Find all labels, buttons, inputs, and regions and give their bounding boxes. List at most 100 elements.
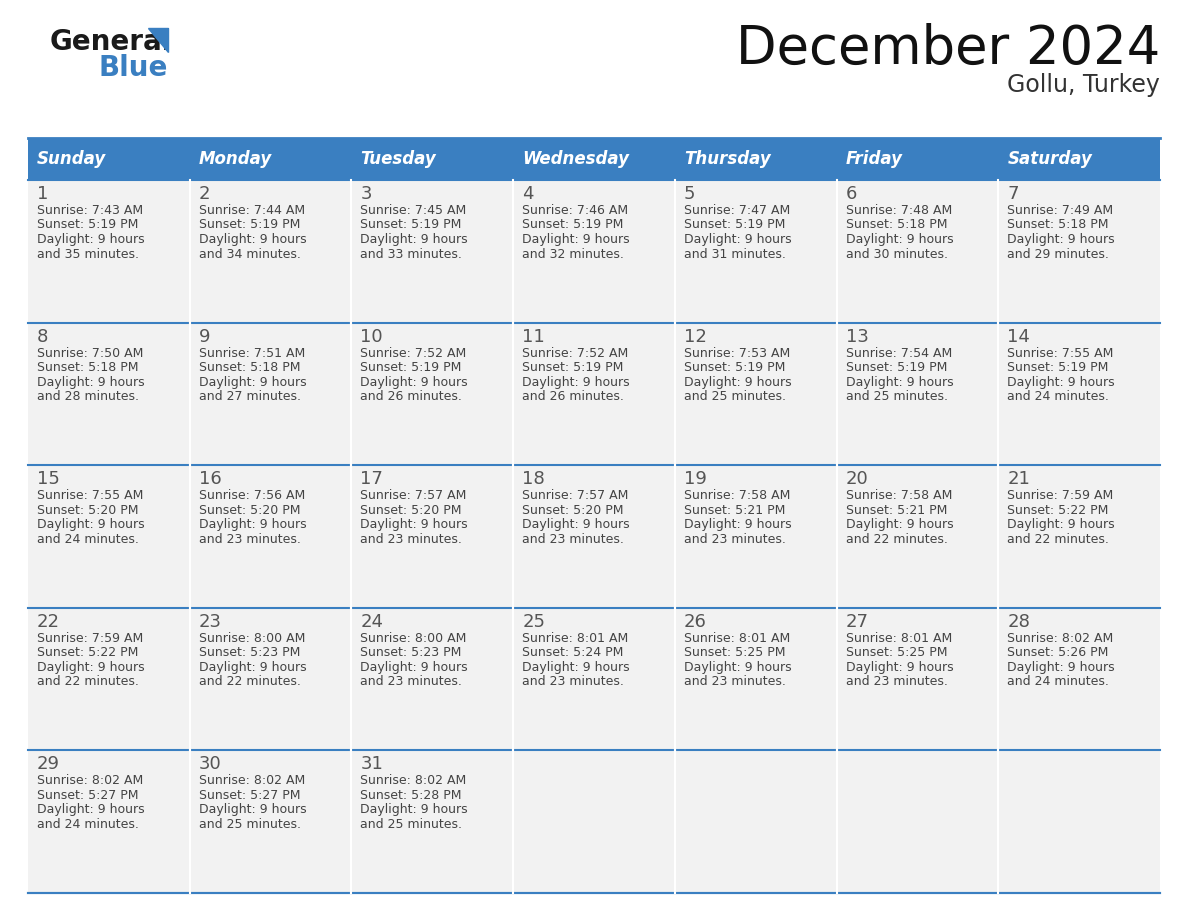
- Text: 22: 22: [37, 613, 61, 631]
- Text: Daylight: 9 hours: Daylight: 9 hours: [1007, 375, 1114, 388]
- Text: Sunset: 5:19 PM: Sunset: 5:19 PM: [846, 361, 947, 375]
- Bar: [352, 180, 513, 322]
- Text: and 24 minutes.: and 24 minutes.: [1007, 390, 1110, 403]
- Text: 19: 19: [684, 470, 707, 488]
- Text: Blue: Blue: [99, 54, 168, 82]
- Text: Daylight: 9 hours: Daylight: 9 hours: [684, 518, 791, 532]
- Text: and 23 minutes.: and 23 minutes.: [523, 676, 624, 688]
- Text: Sunset: 5:28 PM: Sunset: 5:28 PM: [360, 789, 462, 802]
- Bar: [190, 180, 352, 322]
- Text: Gollu, Turkey: Gollu, Turkey: [1007, 73, 1159, 97]
- Bar: [513, 322, 675, 465]
- Text: 23: 23: [198, 613, 222, 631]
- Text: Sunset: 5:19 PM: Sunset: 5:19 PM: [1007, 361, 1108, 375]
- Bar: [998, 180, 1159, 322]
- Text: and 26 minutes.: and 26 minutes.: [523, 390, 624, 403]
- Text: Daylight: 9 hours: Daylight: 9 hours: [1007, 518, 1114, 532]
- Text: Sunrise: 7:52 AM: Sunrise: 7:52 AM: [523, 347, 628, 360]
- Text: Sunrise: 8:02 AM: Sunrise: 8:02 AM: [360, 775, 467, 788]
- Text: and 27 minutes.: and 27 minutes.: [198, 390, 301, 403]
- Bar: [675, 750, 836, 893]
- Text: Thursday: Thursday: [684, 150, 771, 168]
- Text: 2: 2: [198, 185, 210, 203]
- Text: and 23 minutes.: and 23 minutes.: [523, 532, 624, 545]
- Bar: [836, 750, 998, 893]
- Text: Sunrise: 7:48 AM: Sunrise: 7:48 AM: [846, 204, 952, 217]
- Text: Daylight: 9 hours: Daylight: 9 hours: [37, 803, 145, 816]
- Bar: [190, 465, 352, 608]
- Text: 25: 25: [523, 613, 545, 631]
- Text: 31: 31: [360, 756, 384, 773]
- Bar: [190, 750, 352, 893]
- Text: Sunset: 5:20 PM: Sunset: 5:20 PM: [198, 504, 301, 517]
- Text: 16: 16: [198, 470, 221, 488]
- Text: Sunrise: 7:59 AM: Sunrise: 7:59 AM: [37, 632, 144, 644]
- Text: and 34 minutes.: and 34 minutes.: [198, 248, 301, 261]
- Text: Daylight: 9 hours: Daylight: 9 hours: [846, 518, 953, 532]
- Text: Sunset: 5:23 PM: Sunset: 5:23 PM: [360, 646, 462, 659]
- Text: Sunset: 5:22 PM: Sunset: 5:22 PM: [1007, 504, 1108, 517]
- Bar: [675, 465, 836, 608]
- Text: Sunrise: 8:01 AM: Sunrise: 8:01 AM: [523, 632, 628, 644]
- Text: 12: 12: [684, 328, 707, 345]
- Text: 15: 15: [37, 470, 59, 488]
- Text: and 33 minutes.: and 33 minutes.: [360, 248, 462, 261]
- Text: Sunset: 5:18 PM: Sunset: 5:18 PM: [37, 361, 139, 375]
- Text: 30: 30: [198, 756, 221, 773]
- Text: Sunrise: 7:55 AM: Sunrise: 7:55 AM: [37, 489, 144, 502]
- Bar: [836, 180, 998, 322]
- Text: and 26 minutes.: and 26 minutes.: [360, 390, 462, 403]
- Text: and 31 minutes.: and 31 minutes.: [684, 248, 785, 261]
- Text: Sunset: 5:23 PM: Sunset: 5:23 PM: [198, 646, 301, 659]
- Text: Daylight: 9 hours: Daylight: 9 hours: [37, 375, 145, 388]
- Text: and 25 minutes.: and 25 minutes.: [360, 818, 462, 831]
- Text: Sunset: 5:27 PM: Sunset: 5:27 PM: [198, 789, 301, 802]
- Bar: [29, 138, 1159, 180]
- Text: Sunset: 5:20 PM: Sunset: 5:20 PM: [523, 504, 624, 517]
- Text: Sunrise: 8:02 AM: Sunrise: 8:02 AM: [37, 775, 144, 788]
- Bar: [998, 608, 1159, 750]
- Text: Sunrise: 7:53 AM: Sunrise: 7:53 AM: [684, 347, 790, 360]
- Text: Sunset: 5:20 PM: Sunset: 5:20 PM: [360, 504, 462, 517]
- Text: Sunset: 5:18 PM: Sunset: 5:18 PM: [1007, 218, 1108, 231]
- Text: Daylight: 9 hours: Daylight: 9 hours: [198, 803, 307, 816]
- Text: 11: 11: [523, 328, 545, 345]
- Text: 21: 21: [1007, 470, 1030, 488]
- Text: Sunrise: 8:02 AM: Sunrise: 8:02 AM: [198, 775, 305, 788]
- Text: Sunset: 5:19 PM: Sunset: 5:19 PM: [684, 218, 785, 231]
- Text: Daylight: 9 hours: Daylight: 9 hours: [198, 233, 307, 246]
- Text: and 23 minutes.: and 23 minutes.: [846, 676, 948, 688]
- Bar: [29, 750, 190, 893]
- Bar: [352, 322, 513, 465]
- Text: and 22 minutes.: and 22 minutes.: [37, 676, 139, 688]
- Text: 10: 10: [360, 328, 383, 345]
- Text: Sunrise: 7:57 AM: Sunrise: 7:57 AM: [523, 489, 628, 502]
- Text: Sunset: 5:25 PM: Sunset: 5:25 PM: [684, 646, 785, 659]
- Text: Sunrise: 8:02 AM: Sunrise: 8:02 AM: [1007, 632, 1113, 644]
- Bar: [998, 322, 1159, 465]
- Bar: [513, 608, 675, 750]
- Text: Tuesday: Tuesday: [360, 150, 436, 168]
- Text: Daylight: 9 hours: Daylight: 9 hours: [846, 233, 953, 246]
- Text: 20: 20: [846, 470, 868, 488]
- Text: and 28 minutes.: and 28 minutes.: [37, 390, 139, 403]
- Text: 1: 1: [37, 185, 49, 203]
- Text: Daylight: 9 hours: Daylight: 9 hours: [1007, 661, 1114, 674]
- Text: 26: 26: [684, 613, 707, 631]
- Text: Sunset: 5:19 PM: Sunset: 5:19 PM: [684, 361, 785, 375]
- Text: Sunrise: 7:56 AM: Sunrise: 7:56 AM: [198, 489, 305, 502]
- Text: Daylight: 9 hours: Daylight: 9 hours: [523, 233, 630, 246]
- Text: and 23 minutes.: and 23 minutes.: [198, 532, 301, 545]
- Bar: [352, 750, 513, 893]
- Text: Sunset: 5:19 PM: Sunset: 5:19 PM: [523, 361, 624, 375]
- Text: Sunset: 5:21 PM: Sunset: 5:21 PM: [846, 504, 947, 517]
- Text: Sunrise: 7:43 AM: Sunrise: 7:43 AM: [37, 204, 143, 217]
- Text: Daylight: 9 hours: Daylight: 9 hours: [198, 518, 307, 532]
- Text: 8: 8: [37, 328, 49, 345]
- Text: Sunrise: 7:45 AM: Sunrise: 7:45 AM: [360, 204, 467, 217]
- Text: Sunrise: 7:54 AM: Sunrise: 7:54 AM: [846, 347, 952, 360]
- Text: Saturday: Saturday: [1007, 150, 1092, 168]
- Text: Monday: Monday: [198, 150, 272, 168]
- Bar: [836, 322, 998, 465]
- Text: 17: 17: [360, 470, 384, 488]
